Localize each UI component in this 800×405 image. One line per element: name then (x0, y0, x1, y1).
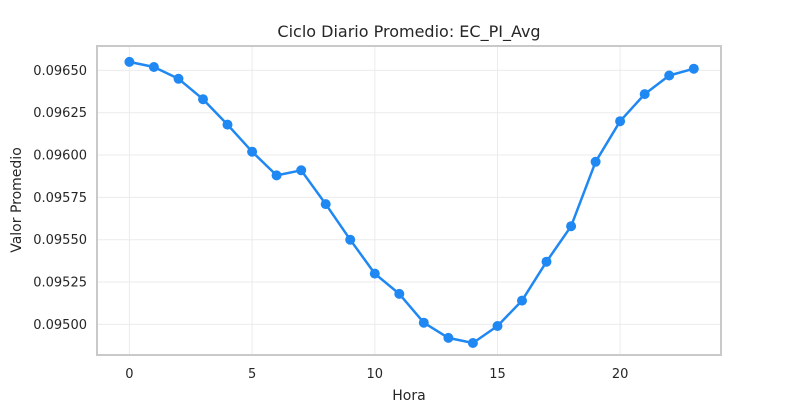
data-point (271, 170, 282, 181)
data-point (222, 119, 233, 130)
y-tick-label: 0.09600 (33, 149, 87, 164)
data-point (590, 156, 601, 167)
data-point (566, 221, 577, 232)
x-tick-label: 15 (489, 367, 506, 382)
x-tick-label: 0 (125, 367, 133, 382)
y-tick-label: 0.09650 (33, 64, 87, 79)
x-tick-label: 5 (248, 367, 256, 382)
y-tick-label: 0.09550 (33, 233, 87, 248)
data-point (320, 199, 331, 210)
data-point (664, 70, 675, 81)
data-point (369, 268, 380, 279)
x-tick-label: 10 (367, 367, 384, 382)
data-point (198, 94, 208, 105)
chart-title: Ciclo Diario Promedio: EC_PI_Avg (277, 22, 541, 41)
plot-border (96, 45, 722, 356)
x-tick-label: 20 (612, 367, 629, 382)
data-point (639, 89, 650, 100)
data-point (492, 321, 503, 331)
data-point (467, 338, 478, 348)
data-point (443, 332, 454, 343)
data-point (173, 73, 184, 84)
data-point (148, 62, 159, 72)
y-tick-label: 0.09525 (33, 276, 87, 291)
y-tick-label: 0.09625 (33, 106, 87, 121)
y-tick-label: 0.09575 (33, 191, 87, 206)
y-tick-label: 0.09500 (33, 318, 87, 333)
data-point (517, 295, 527, 306)
data-point (615, 116, 626, 127)
data-point (688, 63, 699, 74)
x-axis-label: Hora (392, 388, 426, 404)
data-point (247, 146, 258, 157)
series-line (128, 60, 696, 345)
data-point (345, 234, 356, 245)
data-point (541, 256, 552, 267)
data-point (418, 317, 429, 328)
data-point (394, 288, 405, 299)
data-point (124, 56, 135, 67)
data-point (296, 165, 307, 176)
